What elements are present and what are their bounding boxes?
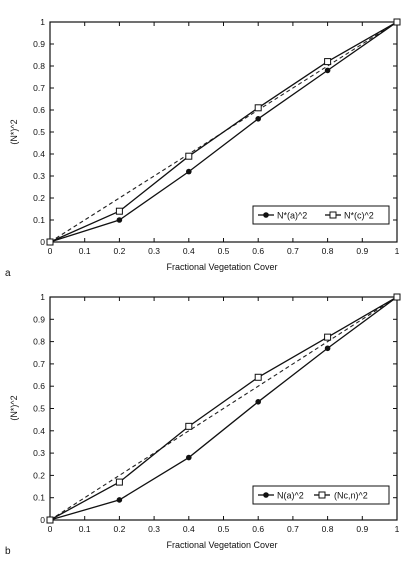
x-tick-label: 0.4 [183,524,195,534]
y-tick-label: 1 [40,292,45,302]
series-line-2 [49,296,398,521]
reference-line-dashed [49,296,398,521]
data-point-series-2 [46,516,54,524]
legend-a: N*(a)^2 N*(c)^2 [252,205,390,225]
series-line-1 [49,296,398,521]
y-tick-label: 0.3 [33,171,45,181]
legend-marker-series-1-b [263,492,269,498]
data-point-series-1 [255,399,261,405]
y-axis-label-b: (N*)^2 [9,395,19,420]
data-point-series-1 [255,116,261,122]
x-tick-label: 0.5 [218,524,230,534]
y-tick-label: 0.3 [33,448,45,458]
data-point-series-1 [186,454,192,461]
y-tick-label: 0.1 [33,215,45,225]
y-tick-label: 0.8 [33,61,45,71]
y-tick-label: 0.7 [33,359,45,369]
series-line-1 [49,21,398,243]
x-tick-label: 0.4 [183,246,195,256]
y-tick-label: 0.7 [33,83,45,93]
y-tick-label: 0.8 [33,337,45,347]
y-tick-label: 0.4 [33,426,45,436]
x-tick-label: 0 [48,246,53,256]
data-point-series-2 [254,104,262,112]
chart-panel-a: 0 0.1 0.2 0.3 0.4 0.5 0.6 0.7 0.8 0.9 1 0 0.1 0.2 0.3 0… [5,17,401,279]
legend-marker-series-2-a [329,211,337,219]
x-tick-label: 1 [395,246,400,256]
y-tick-label: 0.6 [33,105,45,115]
legend-label-series-1-b: N(a)^2 [277,491,304,501]
data-point-series-1 [324,345,331,352]
y-axis-label-a: (N*)^2 [9,119,19,144]
y-tick-label: 0.5 [33,404,45,414]
data-point-series-1 [116,217,123,223]
data-point-series-2 [254,373,262,381]
y-tick-label: 0.2 [33,470,45,480]
y-tick-label: 0.1 [33,493,45,503]
x-tick-label: 0.3 [148,246,160,256]
legend-marker-series-1-a [263,212,269,218]
legend-b: N(a)^2 (Nc,n)^2 [252,485,390,505]
data-point-series-2 [393,293,401,301]
y-tick-label: 0.9 [33,314,45,324]
data-point-series-2 [46,238,54,246]
panel-letter-b: b [5,546,11,557]
x-tick-label: 0.8 [322,524,334,534]
legend-marker-series-2-b [318,491,326,499]
x-tick-label: 1 [395,524,400,534]
data-point-series-2 [393,18,401,26]
series-group-a [46,18,401,246]
x-tick-label: 0 [48,524,53,534]
x-tick-label: 0.1 [79,524,91,534]
x-tick-label: 0.6 [252,524,264,534]
x-tick-label: 0.6 [252,246,264,256]
y-tick-label: 0.9 [33,39,45,49]
legend-label-series-2-a: N*(c)^2 [344,211,374,221]
x-tick-label: 0.1 [79,246,91,256]
data-point-series-1 [324,67,331,74]
y-tick-label: 0.2 [33,193,45,203]
x-tick-label: 0.2 [113,246,125,256]
x-tick-label: 0.9 [356,524,368,534]
x-axis-label-b: Fractional Vegetation Cover [166,540,277,550]
x-tick-label: 0.7 [287,246,299,256]
series-line-2 [49,21,398,243]
y-tick-label: 0 [40,515,45,525]
data-point-series-2 [324,333,332,341]
y-tick-label: 0.4 [33,149,45,159]
data-point-series-2 [115,207,123,215]
chart-panel-b: 0 0.1 0.2 0.3 0.4 0.5 0.6 0.7 0.8 0.9 1 0 0.1 0.2 0.3 0… [5,292,401,557]
y-tick-label: 0.6 [33,381,45,391]
data-point-series-1 [116,497,123,503]
data-point-series-2 [185,422,193,430]
x-tick-label: 0.2 [113,524,125,534]
data-point-series-1 [186,168,192,175]
legend-label-series-1-a: N*(a)^2 [277,211,307,221]
x-tick-label: 0.8 [322,246,334,256]
x-tick-label: 0.7 [287,524,299,534]
x-tick-label: 0.9 [356,246,368,256]
series-group-b [46,293,401,524]
y-tick-label: 1 [40,17,45,27]
data-point-series-2 [185,152,193,160]
x-tick-label: 0.3 [148,524,160,534]
y-tick-label: 0.5 [33,127,45,137]
legend-label-series-2-b: (Nc,n)^2 [334,491,368,501]
x-axis-label-a: Fractional Vegetation Cover [166,262,277,272]
data-point-series-2 [324,58,332,66]
data-point-series-2 [115,478,123,486]
x-tick-label: 0.5 [218,246,230,256]
tick-labels-a: 0 0.1 0.2 0.3 0.4 0.5 0.6 0.7 0.8 0.9 1 0 0.1 0.2 0.3 0… [33,17,399,256]
legend-box-a [252,205,390,225]
tick-labels-b: 0 0.1 0.2 0.3 0.4 0.5 0.6 0.7 0.8 0.9 1 0 0.1 0.2 0.3 0… [33,292,399,534]
panel-letter-a: a [5,268,11,279]
y-tick-label: 0 [40,237,45,247]
